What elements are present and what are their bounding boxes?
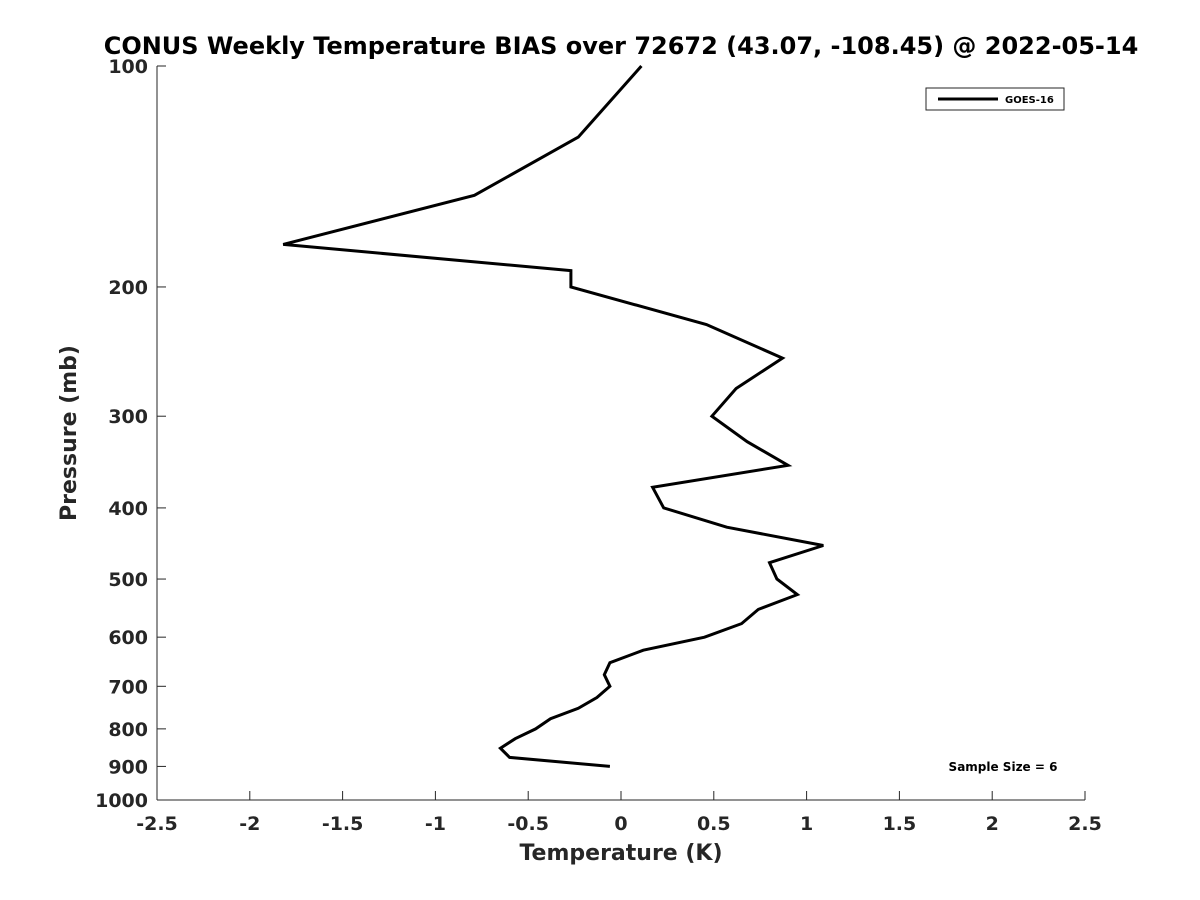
- x-tick-label: -1: [425, 813, 446, 835]
- y-axis-label: Pressure (mb): [57, 345, 82, 521]
- y-tick-label: 700: [108, 676, 148, 698]
- plot-area: [157, 66, 1085, 800]
- y-axis: 100 200 300 400 500 600 700 800 900 1000: [95, 56, 166, 812]
- y-tick-label: 300: [108, 406, 148, 428]
- y-tick-label: 1000: [95, 790, 148, 812]
- legend-label-goes-16: GOES-16: [1005, 95, 1054, 106]
- sample-size-annotation: Sample Size = 6: [949, 760, 1058, 774]
- x-tick-label: -1.5: [322, 813, 364, 835]
- y-tick-label: 800: [108, 719, 148, 741]
- x-tick-label: 0.5: [697, 813, 731, 835]
- legend: GOES-16: [925, 87, 1065, 111]
- series-layer: [282, 65, 824, 768]
- y-tick-label: 500: [108, 569, 148, 591]
- x-tick-label: -2: [239, 813, 260, 835]
- x-axis: -2.5 -2 -1.5 -1 -0.5 0 0.5 1 1.5 2 2.5: [136, 791, 1102, 835]
- x-tick-label: -2.5: [136, 813, 178, 835]
- x-ticks: -2.5 -2 -1.5 -1 -0.5 0 0.5 1 1.5 2 2.5: [136, 791, 1102, 835]
- chart-title: CONUS Weekly Temperature BIAS over 72672…: [104, 32, 1139, 60]
- x-axis-label: Temperature (K): [519, 841, 722, 866]
- x-tick-label: 0: [614, 813, 627, 835]
- x-tick-label: -0.5: [507, 813, 549, 835]
- x-tick-label: 1: [800, 813, 813, 835]
- y-tick-label: 400: [108, 498, 148, 520]
- x-tick-label: 1.5: [883, 813, 917, 835]
- y-tick-label: 600: [108, 627, 148, 649]
- x-tick-label: 2: [986, 813, 999, 835]
- series-line-goes-16: [282, 65, 824, 768]
- x-tick-label: 2.5: [1068, 813, 1102, 835]
- y-tick-label: 200: [108, 277, 148, 299]
- y-ticks: 100 200 300 400 500 600 700 800 900 1000: [95, 56, 166, 812]
- y-tick-label: 900: [108, 756, 148, 778]
- y-tick-label: 100: [108, 56, 148, 78]
